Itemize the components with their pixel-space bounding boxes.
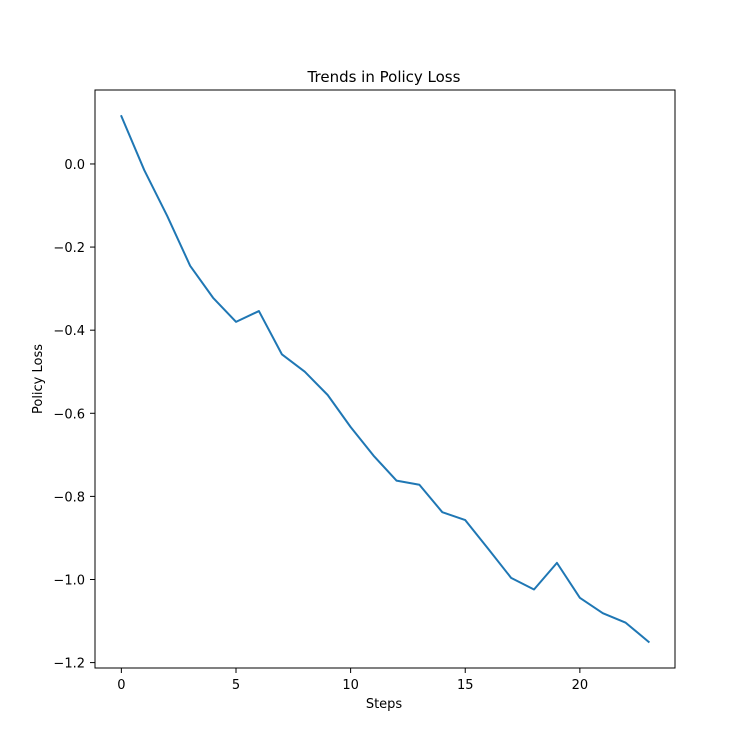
y-tick-label: −0.4: [53, 324, 85, 339]
y-tick-label: −0.8: [53, 490, 85, 505]
axes-frame: [94, 89, 676, 669]
x-tick-label: 20: [572, 678, 589, 693]
y-tick-label: −1.0: [53, 573, 85, 588]
y-axis-label: Policy Loss: [31, 344, 46, 414]
x-tick-label: 5: [232, 678, 240, 693]
y-tick-label: −1.2: [53, 657, 85, 672]
x-tick-label: 15: [457, 678, 474, 693]
series-line-0: [120, 114, 651, 644]
x-axis-label: Steps: [366, 697, 403, 712]
x-tick-label: 0: [117, 678, 125, 693]
y-tick-label: −0.2: [53, 241, 85, 256]
y-tick-label: 0.0: [64, 158, 85, 173]
chart-title: Trends in Policy Loss: [307, 68, 461, 86]
x-tick-label: 10: [342, 678, 359, 693]
y-tick-label: −0.6: [53, 407, 85, 422]
